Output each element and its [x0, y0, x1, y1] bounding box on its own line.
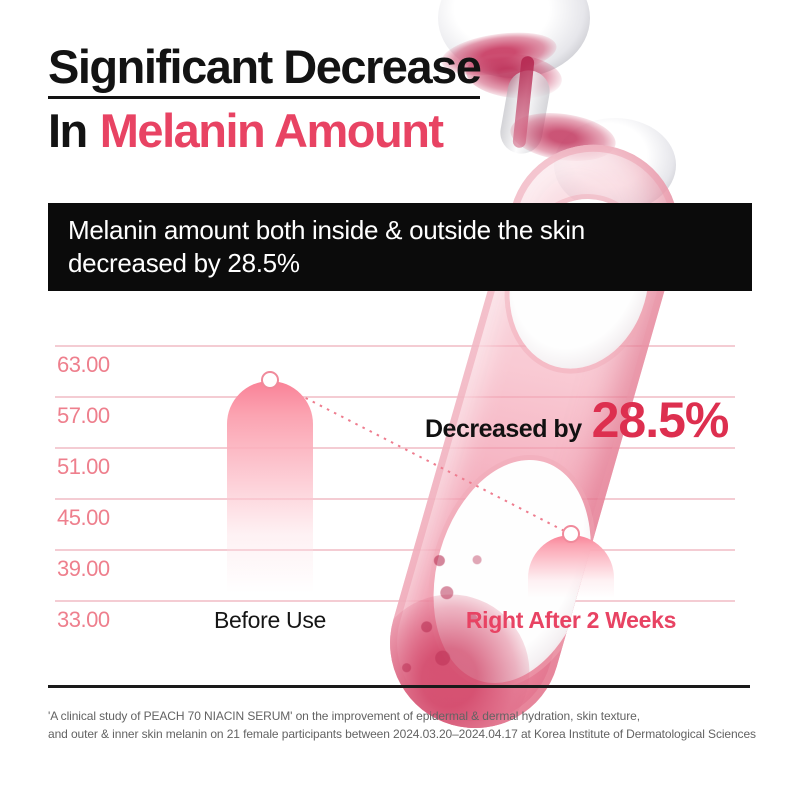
- y-tick-label: 51.00: [57, 454, 110, 479]
- title-line-2-prefix: In: [48, 104, 88, 158]
- x-label-right-after-2-weeks: Right After 2 Weeks: [465, 607, 677, 633]
- y-tick-label: 57.00: [57, 403, 110, 428]
- footer-divider: [48, 685, 750, 688]
- bar-chart: Decreased by 28.5% Before Use Right After…: [55, 345, 735, 633]
- decrease-annotation-value: 28.5%: [591, 392, 730, 448]
- decrease-annotation-label: Decreased by: [425, 415, 582, 443]
- study-footnote-line-2: and outer & inner skin melanin on 21 fem…: [48, 727, 756, 741]
- study-footnote: 'A clinical study of PEACH 70 NIACIN SER…: [48, 707, 768, 743]
- trend-connector: [269, 378, 572, 536]
- y-tick-label: 63.00: [57, 352, 110, 377]
- page-title: Significant Decrease In Melanin Amount: [48, 42, 482, 156]
- title-line-2-accent: Melanin Amount: [99, 104, 444, 158]
- claim-banner-line-2: decreased by 28.5%: [68, 248, 300, 278]
- y-tick-label: 39.00: [57, 556, 110, 581]
- study-footnote-line-1: 'A clinical study of PEACH 70 NIACIN SER…: [48, 709, 640, 723]
- bar-before-use: [227, 380, 313, 600]
- y-tick-label: 45.00: [57, 505, 110, 530]
- y-tick-label: 33.00: [57, 607, 110, 632]
- x-label-before-use: Before Use: [213, 607, 327, 633]
- claim-banner-line-1: Melanin amount both inside & outside the…: [68, 215, 585, 245]
- claim-banner: Melanin amount both inside & outside the…: [48, 203, 752, 291]
- decrease-annotation: Decreased by 28.5%: [425, 392, 730, 448]
- data-point-marker: [261, 370, 279, 389]
- title-line-1: Significant Decrease: [48, 42, 482, 100]
- title-line-2: In Melanin Amount: [48, 106, 480, 155]
